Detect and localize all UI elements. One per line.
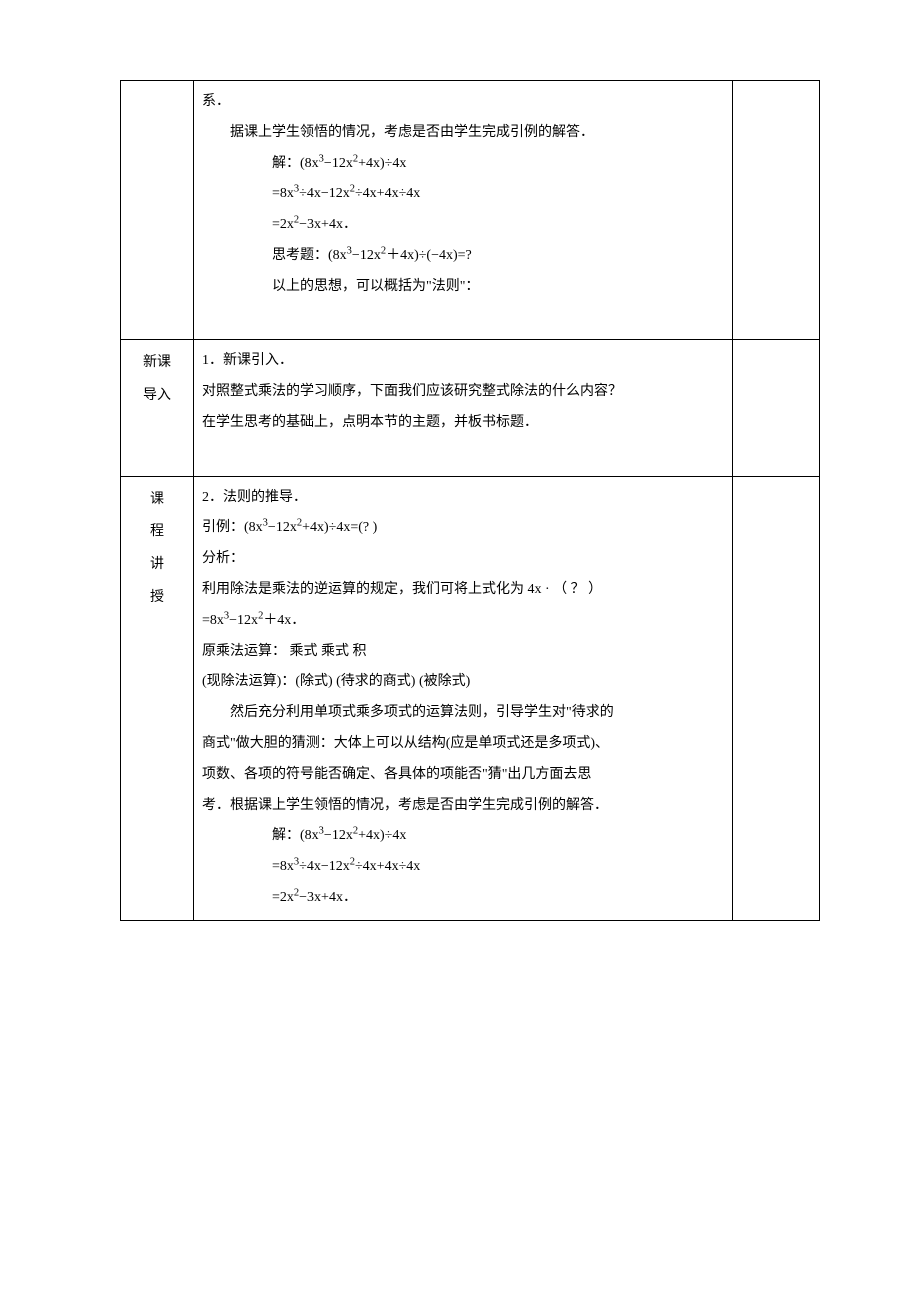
text: −12x — [324, 156, 353, 171]
text: −3x+4x． — [299, 217, 357, 232]
row3-note — [733, 476, 820, 920]
text: ＋4x)÷(−4x)=? — [386, 248, 472, 263]
text: =2x2−3x+4x． — [202, 210, 724, 241]
text: 1．新课引入． — [202, 353, 293, 368]
page-container: 系． 据课上学生领悟的情况，考虑是否由学生完成引例的解答． 解：(8x3−12x… — [0, 0, 920, 1302]
text: 考．根据课上学生领悟的情况，考虑是否由学生完成引例的解答． — [202, 798, 608, 813]
row2-note — [733, 340, 820, 476]
text: 商式"做大胆的猜测：大体上可以从结构(应是单项式还是多项式)、 — [202, 736, 609, 751]
row1-side — [121, 81, 194, 340]
text: +4x)÷4x — [358, 828, 406, 843]
row3-side: 课 程 讲 授 — [121, 476, 194, 920]
text: 以上的思想，可以概括为"法则"： — [202, 272, 724, 303]
text: ＋4x． — [263, 613, 305, 628]
side-label: 讲 — [129, 550, 185, 581]
text: =8x — [272, 859, 294, 874]
text: =2x2−3x+4x． — [202, 883, 724, 914]
text: =2x — [272, 217, 294, 232]
row2-content: 1．新课引入． 对照整式乘法的学习顺序，下面我们应该研究整式除法的什么内容？ 在… — [194, 340, 733, 476]
text: 分析： — [202, 551, 244, 566]
text: 解：(8x3−12x2+4x)÷4x — [202, 149, 724, 180]
text: 对照整式乘法的学习顺序，下面我们应该研究整式除法的什么内容？ — [202, 384, 622, 399]
text: 原乘法运算： 乘式 乘式 积 — [202, 644, 367, 659]
text: 思考题：(8x — [272, 248, 347, 263]
text: ÷4x−12x — [299, 859, 350, 874]
text: 思考题：(8x3−12x2＋4x)÷(−4x)=? — [202, 241, 724, 272]
table-row: 新课 导入 1．新课引入． 对照整式乘法的学习顺序，下面我们应该研究整式除法的什… — [121, 340, 820, 476]
text: 解：(8x3−12x2+4x)÷4x — [202, 821, 724, 852]
text: −12x — [268, 520, 297, 535]
text: +4x)÷4x=(? ) — [302, 520, 377, 535]
text: −12x — [324, 828, 353, 843]
text: ÷4x+4x÷4x — [355, 859, 420, 874]
text: −3x+4x． — [299, 890, 357, 905]
side-label: 导入 — [129, 381, 185, 412]
table-row: 系． 据课上学生领悟的情况，考虑是否由学生完成引例的解答． 解：(8x3−12x… — [121, 81, 820, 340]
text: =8x3÷4x−12x2÷4x+4x÷4x — [202, 179, 724, 210]
text: 解：(8x — [272, 156, 319, 171]
text: 引例：(8x — [202, 520, 263, 535]
text: −12x — [352, 248, 381, 263]
row1-content: 系． 据课上学生领悟的情况，考虑是否由学生完成引例的解答． 解：(8x3−12x… — [194, 81, 733, 340]
side-label: 新课 — [129, 348, 185, 379]
text: −12x — [229, 613, 258, 628]
side-label: 课 — [129, 485, 185, 516]
text: =8x — [272, 186, 294, 201]
lesson-table: 系． 据课上学生领悟的情况，考虑是否由学生完成引例的解答． 解：(8x3−12x… — [120, 80, 820, 921]
text: ÷4x+4x÷4x — [355, 186, 420, 201]
text: (现除法运算)：(除式) (待求的商式) (被除式) — [202, 674, 470, 689]
row1-note — [733, 81, 820, 340]
text: +4x)÷4x — [358, 156, 406, 171]
row3-content: 2．法则的推导． 引例：(8x3−12x2+4x)÷4x=(? ) 分析： 利用… — [194, 476, 733, 920]
text: 引例：(8x3−12x2+4x)÷4x=(? ) — [202, 520, 377, 535]
text: 项数、各项的符号能否确定、各具体的项能否"猜"出几方面去思 — [202, 767, 591, 782]
text: =8x3÷4x−12x2÷4x+4x÷4x — [202, 852, 724, 883]
text: =2x — [272, 890, 294, 905]
text: 系． — [202, 94, 230, 109]
text: 利用除法是乘法的逆运算的规定，我们可将上式化为 4x · （ ？ ） — [202, 582, 602, 597]
text: 然后充分利用单项式乘多项式的运算法则，引导学生对"待求的 — [202, 698, 724, 729]
text: 解：(8x — [272, 828, 319, 843]
row2-side: 新课 导入 — [121, 340, 194, 476]
text: 据课上学生领悟的情况，考虑是否由学生完成引例的解答． — [202, 118, 724, 149]
text: 在学生思考的基础上，点明本节的主题，并板书标题． — [202, 415, 538, 430]
side-label: 授 — [129, 583, 185, 614]
side-label: 程 — [129, 517, 185, 548]
text: =8x3−12x2＋4x． — [202, 613, 305, 628]
text: ÷4x−12x — [299, 186, 350, 201]
text: =8x — [202, 613, 224, 628]
table-row: 课 程 讲 授 2．法则的推导． 引例：(8x3−12x2+4x)÷4x=(? … — [121, 476, 820, 920]
text: 2．法则的推导． — [202, 490, 307, 505]
